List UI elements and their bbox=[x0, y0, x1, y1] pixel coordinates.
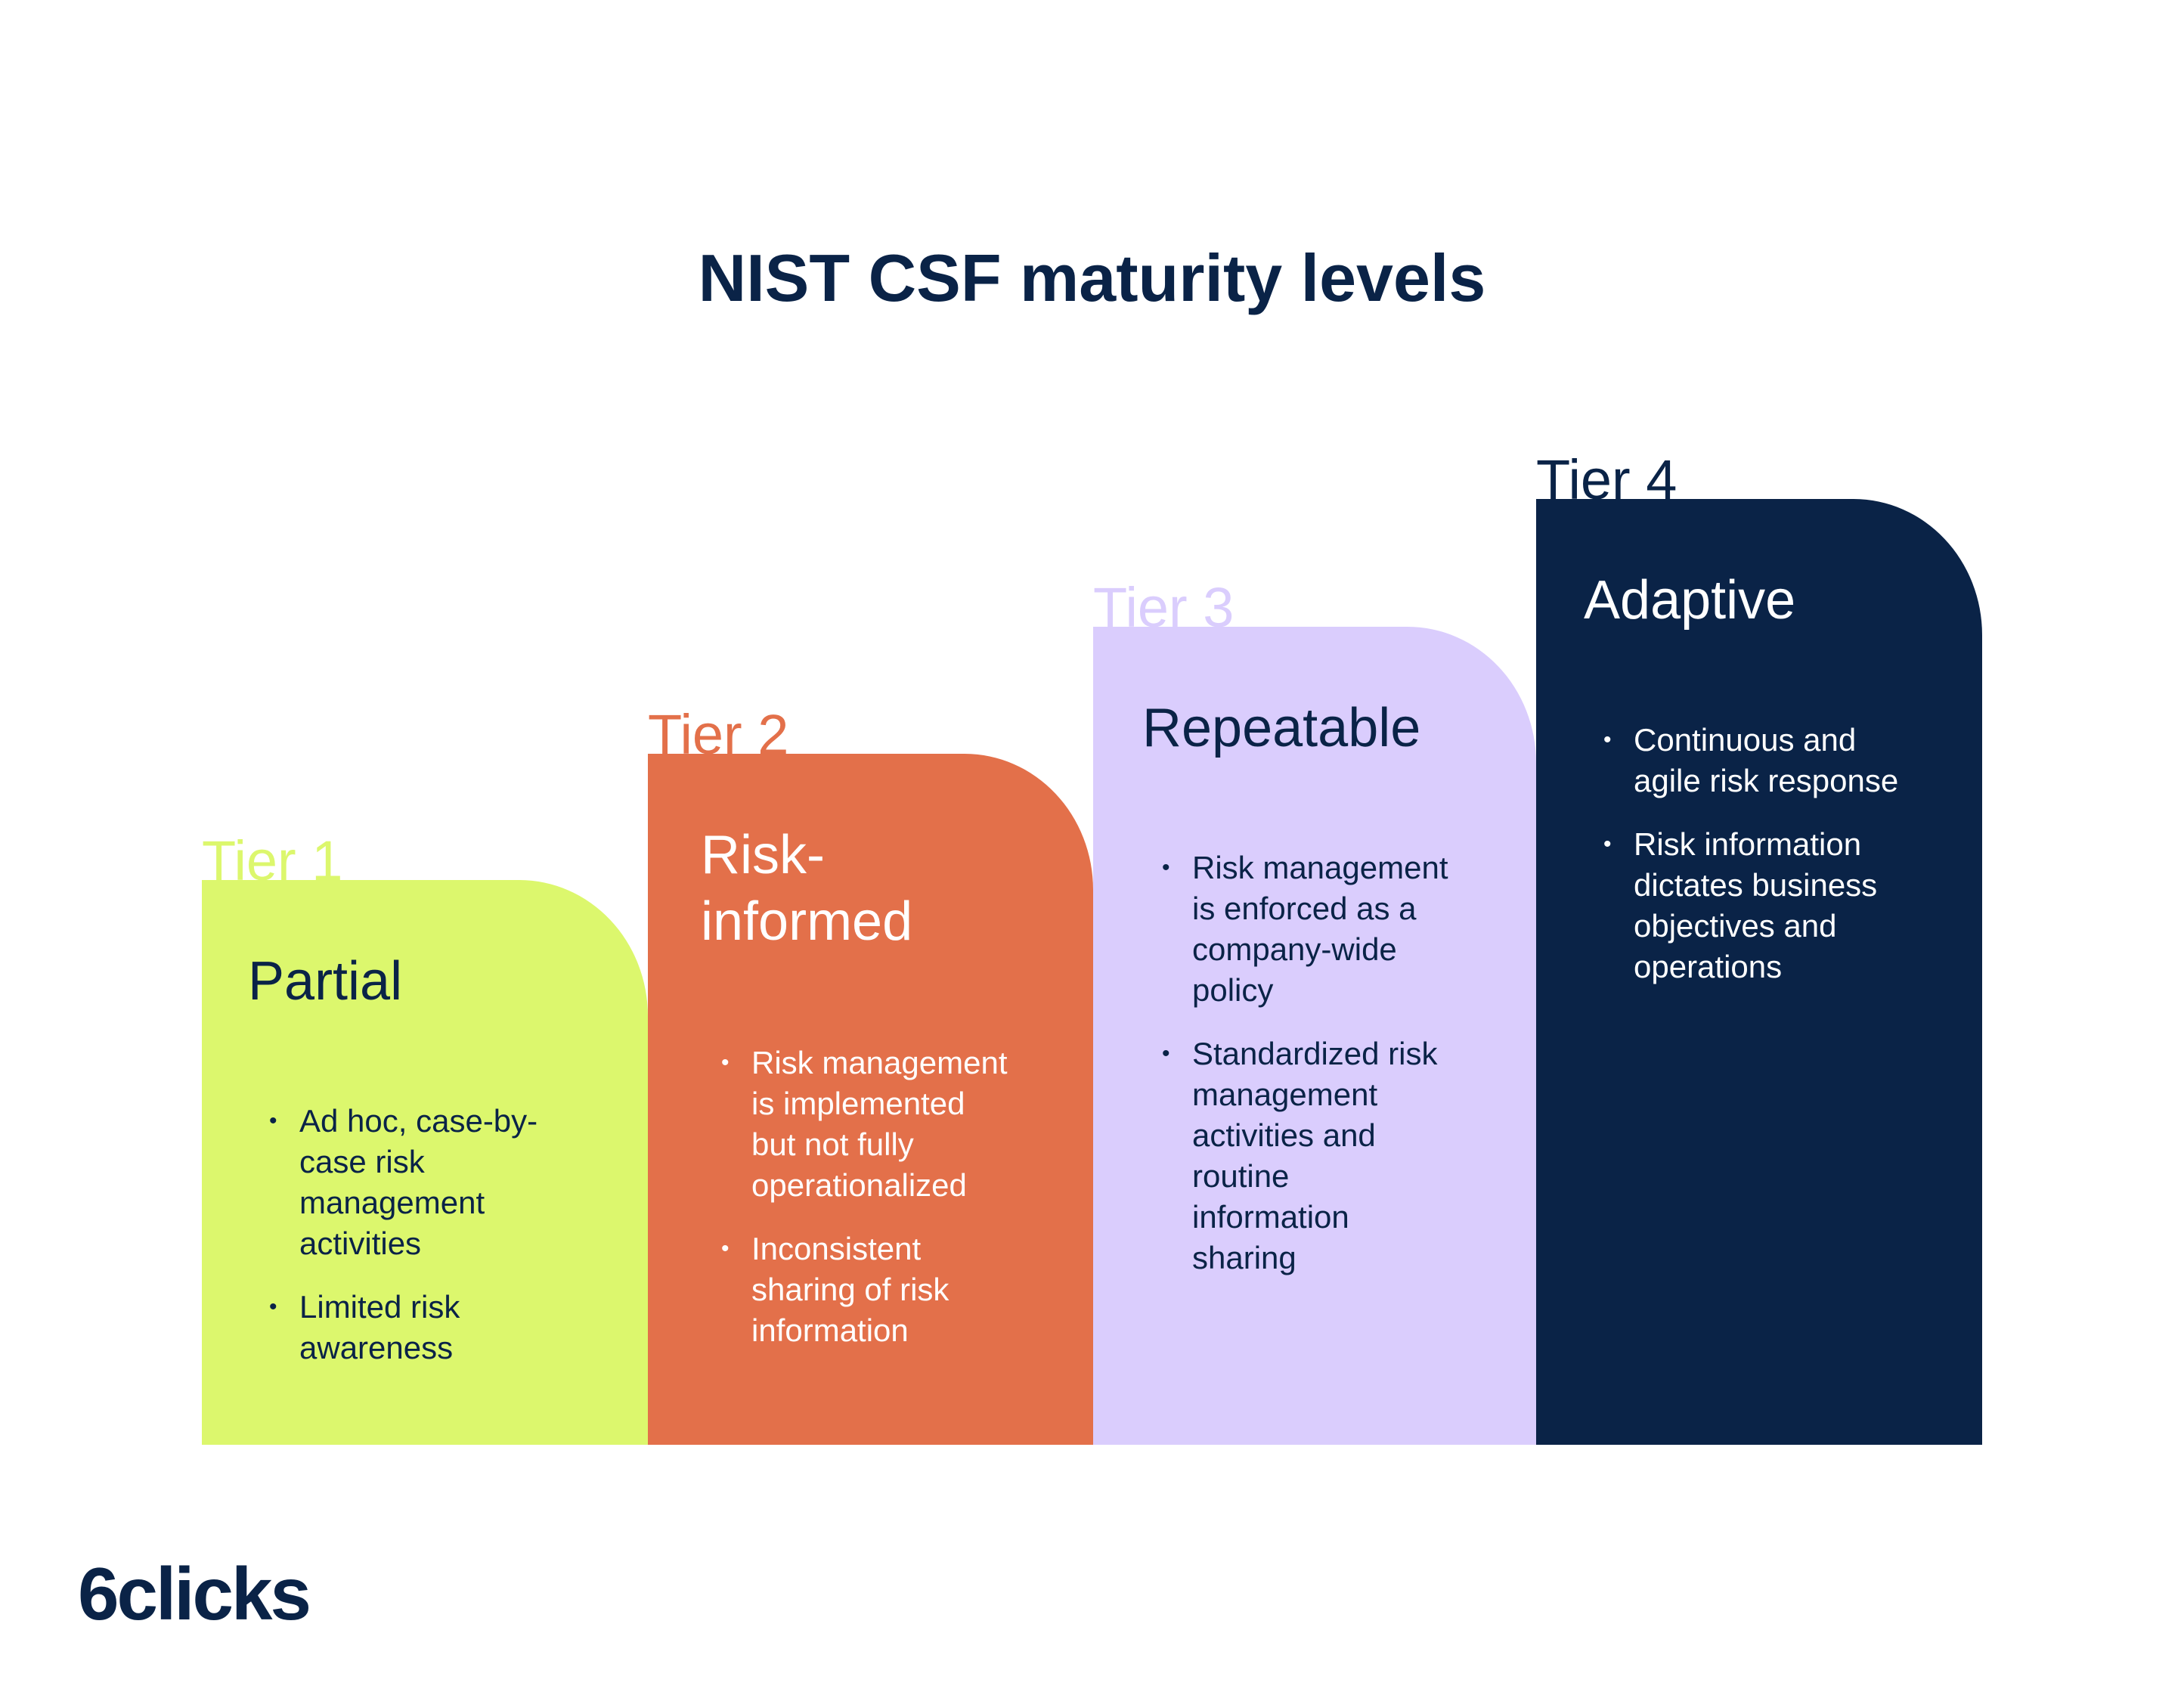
list-item: • Inconsistent sharing of risk informatio… bbox=[721, 1229, 1007, 1351]
bullet-text: Continuous and agile risk response bbox=[1634, 722, 1899, 798]
bullet-list: • Continuous and agile risk response • Ris… bbox=[1603, 720, 1899, 1010]
tier-label: Tier 1 bbox=[202, 829, 343, 892]
bullet-list: • Risk management is implemented but not … bbox=[721, 1043, 1008, 1374]
tier-3: Tier 3 Repeatable • Risk management is en… bbox=[1093, 578, 1536, 1445]
bullet-text: Limited risk awareness bbox=[299, 1289, 460, 1365]
bullet-text: Standardized risk management activities … bbox=[1192, 1036, 1438, 1275]
tier-name: Risk- informed bbox=[701, 825, 913, 952]
bullet-icon: • bbox=[1162, 1041, 1170, 1066]
bullet-icon: • bbox=[1603, 832, 1612, 857]
bullet-icon: • bbox=[269, 1294, 277, 1319]
list-item: • Risk information dictates business obje… bbox=[1603, 824, 1898, 987]
bullet-icon: • bbox=[269, 1108, 277, 1133]
list-item: • Risk management is implemented but not … bbox=[721, 1043, 1008, 1206]
bullet-list: • Risk management is enforced as a compan… bbox=[1162, 848, 1448, 1301]
bullet-text: Risk management is implemented but not f… bbox=[751, 1045, 1008, 1203]
page-title: NIST CSF maturity levels bbox=[698, 240, 1486, 315]
tier-box: Risk- informed • Risk management is imple… bbox=[648, 754, 1093, 1445]
tier-name: Partial bbox=[248, 951, 403, 1012]
list-item: • Risk management is enforced as a compan… bbox=[1162, 848, 1448, 1011]
bullet-text: Inconsistent sharing of risk information bbox=[751, 1231, 949, 1348]
tier-label: Tier 2 bbox=[648, 703, 789, 766]
tier-name: Adaptive bbox=[1584, 570, 1796, 631]
tier-name: Repeatable bbox=[1142, 698, 1421, 758]
bullet-list: • Ad hoc, case-by- case risk management a… bbox=[269, 1101, 538, 1391]
tier-4: Tier 4 Adaptive • Continuous and agile ri… bbox=[1536, 451, 1982, 1445]
bullet-text: Risk information dictates business objec… bbox=[1634, 826, 1878, 984]
bullet-icon: • bbox=[1603, 727, 1612, 752]
bullet-icon: • bbox=[1162, 855, 1170, 880]
tier-label: Tier 3 bbox=[1093, 576, 1235, 639]
bullet-text: Risk management is enforced as a company… bbox=[1192, 850, 1448, 1008]
list-item: • Ad hoc, case-by- case risk management a… bbox=[269, 1101, 538, 1264]
tier-1: Tier 1 Partial • Ad hoc, case-by- case ri… bbox=[202, 832, 648, 1445]
list-item: • Standardized risk management activities… bbox=[1162, 1033, 1448, 1278]
tier-box: Partial • Ad hoc, case-by- case risk mana… bbox=[202, 880, 648, 1445]
list-item: • Continuous and agile risk response bbox=[1603, 720, 1899, 801]
6clicks-logo: 6clicks bbox=[78, 1552, 311, 1635]
tier-box: Adaptive • Continuous and agile risk resp… bbox=[1536, 499, 1982, 1445]
bullet-icon: • bbox=[721, 1050, 730, 1075]
bullet-text: Ad hoc, case-by- case risk management ac… bbox=[299, 1103, 538, 1261]
tier-box: Repeatable • Risk management is enforced … bbox=[1093, 627, 1536, 1445]
tier-2: Tier 2 Risk- informed • Risk management i… bbox=[648, 705, 1093, 1445]
bullet-icon: • bbox=[721, 1236, 730, 1261]
list-item: • Limited risk awareness bbox=[269, 1287, 537, 1368]
tier-label: Tier 4 bbox=[1536, 448, 1677, 511]
